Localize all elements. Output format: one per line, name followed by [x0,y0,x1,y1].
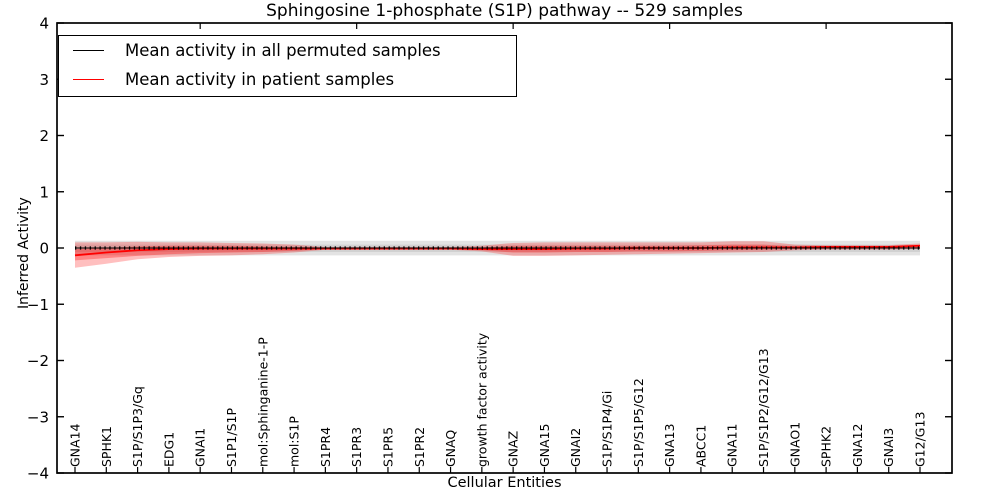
x-axis-label: Cellular Entities [447,475,562,491]
permuted-line-swatch [73,50,104,51]
x-tick-label: SPHK1 [99,426,114,467]
x-tick-label: G12/G13 [913,412,928,467]
y-tick-label: −1 [27,296,49,314]
x-tick-label: GNAQ [443,430,458,467]
x-tick-label: GNAI1 [193,428,208,467]
x-tick-label: GNA15 [537,424,552,468]
legend-box: Mean activity in all permuted samples Me… [58,35,517,97]
x-tick-label: S1P/S1P3/Gq [130,386,145,467]
x-tick-label: S1PR4 [318,427,333,467]
x-tick-label: GNAZ [506,431,521,467]
x-tick-label: S1P/S1P2/G12/G13 [756,348,771,467]
x-tick-label: ABCC1 [693,425,708,467]
x-tick-label: EDG1 [161,432,176,467]
y-tick-label: 0 [39,240,49,258]
x-tick-label: S1P1/S1P [224,408,239,467]
x-tick-label: S1PR2 [412,427,427,467]
x-tick-label: S1PR5 [380,427,395,467]
y-tick-label: −2 [27,352,49,370]
x-tick-label: S1PR3 [349,427,364,467]
chart-title: Sphingosine 1-phosphate (S1P) pathway --… [266,1,743,21]
x-tick-label: GNA12 [850,424,865,468]
y-tick-label: −4 [27,465,49,483]
x-tick-label: GNA11 [725,424,740,468]
patient-line-swatch [73,79,104,80]
x-tick-label: GNAO1 [787,422,802,467]
x-tick-label: mol:Sphinganine-1-P [255,337,270,467]
x-tick-label: S1P/S1P4/Gi [600,391,615,467]
x-tick-label: GNAI3 [881,428,896,467]
y-axis-label: Inferred Activity [16,197,32,309]
x-tick-label: GNAI2 [568,428,583,467]
x-tick-label: growth factor activity [474,332,489,467]
y-tick-label: 3 [39,71,49,89]
y-tick-label: 2 [39,127,49,145]
legend-label-patient: Mean activity in patient samples [125,70,395,89]
y-tick-label: −3 [27,408,49,426]
y-tick-label: 1 [39,183,49,201]
x-tick-label: mol:S1P [287,416,302,467]
y-tick-label: 4 [39,15,49,33]
x-tick-label: SPHK2 [819,426,834,467]
legend-label-permuted: Mean activity in all permuted samples [125,41,441,60]
x-tick-label: S1P/S1P5/G12 [631,378,646,467]
legend-item-patient: Mean activity in patient samples [59,65,516,94]
x-tick-label: GNA13 [662,424,677,468]
x-tick-label: GNA14 [68,423,83,467]
legend-item-permuted: Mean activity in all permuted samples [59,36,516,65]
